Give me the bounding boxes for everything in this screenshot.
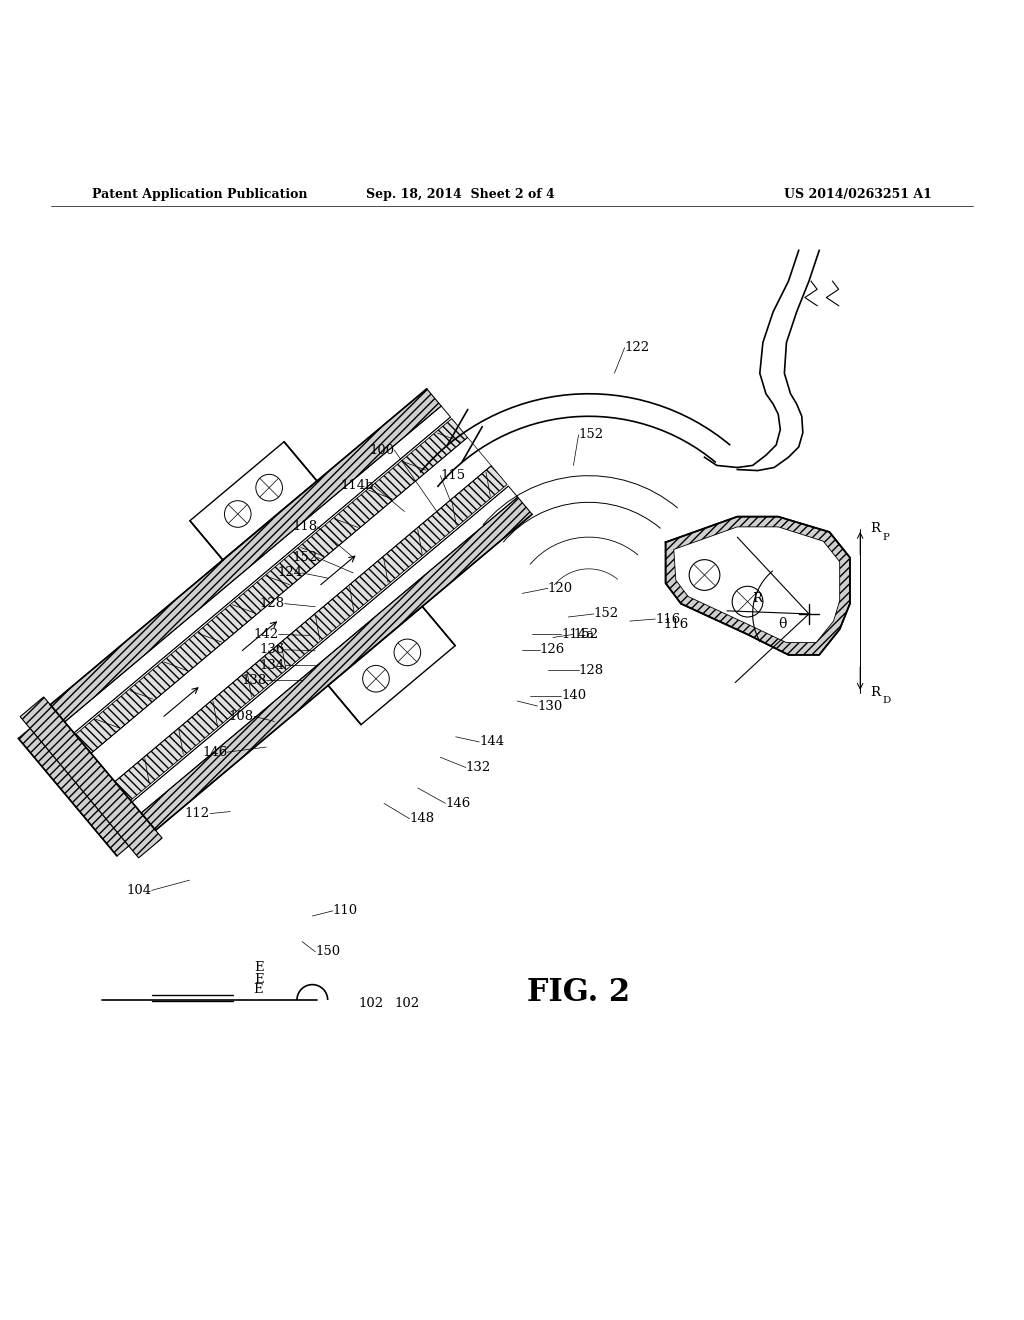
- Text: 132: 132: [466, 762, 492, 774]
- Text: R: R: [870, 686, 881, 700]
- Polygon shape: [20, 697, 162, 858]
- Text: 146: 146: [202, 746, 227, 759]
- Text: E: E: [253, 983, 263, 995]
- Text: P: P: [883, 532, 890, 541]
- Text: 130: 130: [538, 700, 563, 713]
- Text: 100: 100: [369, 444, 394, 457]
- Text: E: E: [254, 973, 264, 986]
- Polygon shape: [132, 486, 517, 813]
- Text: E: E: [254, 961, 264, 974]
- Text: US 2014/0263251 A1: US 2014/0263251 A1: [784, 187, 932, 201]
- Text: FIG. 2: FIG. 2: [527, 977, 630, 1008]
- Text: 152: 152: [579, 428, 604, 441]
- Text: 102: 102: [394, 997, 420, 1010]
- Text: 148: 148: [410, 812, 435, 825]
- Text: 112: 112: [184, 807, 210, 820]
- Text: D: D: [883, 697, 891, 705]
- Text: 116: 116: [664, 618, 689, 631]
- Polygon shape: [115, 466, 507, 800]
- Text: R: R: [870, 523, 881, 536]
- Polygon shape: [666, 516, 850, 655]
- Polygon shape: [18, 729, 129, 855]
- Polygon shape: [141, 498, 532, 830]
- Text: 120: 120: [548, 582, 573, 595]
- Text: 146: 146: [445, 797, 471, 810]
- Polygon shape: [674, 527, 840, 643]
- Text: 114a: 114a: [561, 628, 594, 642]
- Text: 152: 152: [573, 628, 599, 642]
- Text: R: R: [753, 593, 763, 605]
- Polygon shape: [50, 389, 441, 722]
- Text: 142: 142: [253, 628, 279, 642]
- Text: 144: 144: [479, 735, 505, 748]
- Text: 110: 110: [333, 904, 358, 917]
- Text: 118: 118: [292, 520, 317, 533]
- Polygon shape: [65, 407, 451, 733]
- Text: 136: 136: [259, 643, 285, 656]
- Polygon shape: [91, 437, 492, 781]
- Text: 124: 124: [276, 566, 302, 579]
- Text: 108: 108: [228, 710, 254, 723]
- Text: 114b: 114b: [340, 479, 374, 492]
- Text: 140: 140: [561, 689, 587, 702]
- Text: Patent Application Publication: Patent Application Publication: [92, 187, 307, 201]
- Text: θ: θ: [778, 618, 786, 631]
- Text: 152: 152: [594, 607, 620, 620]
- Text: 152: 152: [292, 552, 317, 564]
- Polygon shape: [328, 606, 456, 725]
- Polygon shape: [76, 418, 468, 754]
- Polygon shape: [189, 442, 317, 560]
- Text: 138: 138: [241, 675, 266, 686]
- Text: 134: 134: [259, 659, 285, 672]
- Text: 128: 128: [579, 664, 604, 677]
- Text: 102: 102: [358, 997, 384, 1010]
- Text: 116: 116: [655, 612, 681, 626]
- Text: 126: 126: [540, 643, 565, 656]
- Text: 150: 150: [315, 945, 341, 958]
- Text: 122: 122: [625, 341, 650, 354]
- Text: 115: 115: [440, 469, 466, 482]
- Text: Sep. 18, 2014  Sheet 2 of 4: Sep. 18, 2014 Sheet 2 of 4: [367, 187, 555, 201]
- Text: 128: 128: [259, 597, 285, 610]
- Text: 104: 104: [126, 884, 152, 896]
